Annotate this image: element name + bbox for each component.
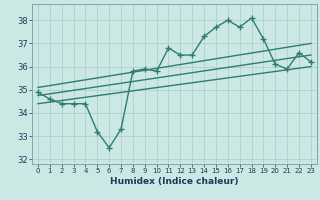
X-axis label: Humidex (Indice chaleur): Humidex (Indice chaleur) — [110, 177, 239, 186]
